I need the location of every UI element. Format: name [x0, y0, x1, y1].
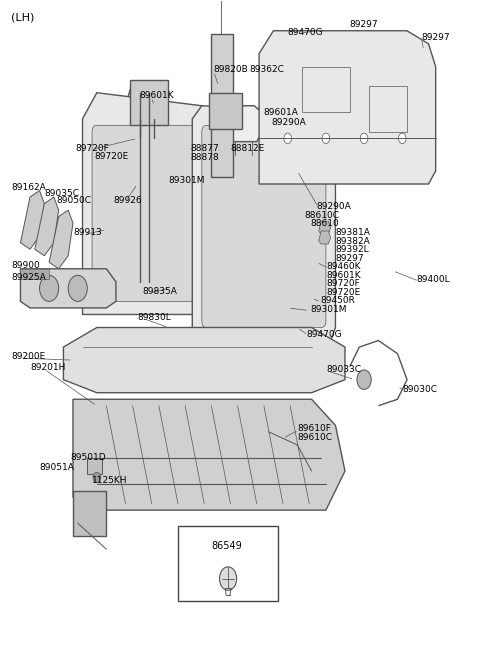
Text: 89460K: 89460K [327, 263, 361, 271]
Polygon shape [319, 221, 331, 234]
Text: 89720E: 89720E [95, 152, 129, 161]
Text: 89301M: 89301M [168, 176, 205, 185]
Text: 89601A: 89601A [264, 108, 299, 117]
Text: 88610: 88610 [311, 219, 339, 229]
Circle shape [398, 133, 406, 143]
Text: 89290A: 89290A [316, 202, 351, 212]
Polygon shape [259, 31, 436, 184]
Bar [302, 67, 350, 112]
Text: 89601K: 89601K [327, 271, 361, 280]
Text: 89035C: 89035C [44, 189, 79, 198]
Text: 88812E: 88812E [230, 143, 264, 153]
Circle shape [219, 567, 237, 590]
Text: 89297: 89297 [421, 33, 450, 42]
Circle shape [284, 133, 291, 143]
Text: 89926: 89926 [114, 196, 142, 205]
Circle shape [93, 472, 101, 483]
Polygon shape [226, 105, 264, 141]
Text: 89720F: 89720F [327, 279, 360, 288]
Text: 89382A: 89382A [336, 237, 370, 246]
Text: 89201H: 89201H [30, 364, 65, 373]
Text: 89297: 89297 [350, 20, 378, 29]
Polygon shape [83, 93, 211, 314]
Text: 89470G: 89470G [288, 28, 324, 37]
Text: (LH): (LH) [11, 12, 34, 23]
Text: 89610C: 89610C [297, 432, 332, 441]
Text: 89392L: 89392L [336, 246, 369, 254]
Text: 89720F: 89720F [75, 143, 109, 153]
Text: 88610C: 88610C [304, 211, 339, 220]
Text: 89030C: 89030C [402, 385, 437, 394]
Bar [87, 458, 102, 474]
Polygon shape [73, 400, 345, 510]
Text: 89610F: 89610F [297, 424, 331, 433]
Text: 89400L: 89400L [417, 275, 450, 284]
Text: 89050C: 89050C [56, 196, 91, 205]
Text: 86549: 86549 [211, 541, 242, 551]
Text: 89301M: 89301M [311, 305, 347, 314]
Text: 89720E: 89720E [327, 288, 361, 297]
Bar [21, 269, 49, 279]
Bar [211, 34, 233, 178]
Text: 89925A: 89925A [11, 272, 46, 282]
Bar [369, 86, 407, 132]
Polygon shape [49, 210, 73, 269]
Text: 89450R: 89450R [320, 296, 355, 305]
Circle shape [39, 275, 59, 301]
Text: 89470G: 89470G [307, 329, 342, 339]
Text: 89830L: 89830L [137, 313, 171, 322]
Text: 1125KH: 1125KH [92, 476, 128, 485]
Circle shape [68, 275, 87, 301]
Text: 89913: 89913 [73, 229, 102, 237]
Text: 88877: 88877 [190, 143, 219, 153]
Text: 89297: 89297 [336, 254, 364, 263]
Circle shape [360, 133, 368, 143]
Polygon shape [125, 83, 168, 119]
Text: 89601K: 89601K [140, 92, 174, 100]
Text: 89835A: 89835A [142, 287, 177, 296]
Bar [73, 491, 107, 536]
Polygon shape [63, 328, 345, 393]
Bar [209, 93, 242, 128]
Text: 89820B: 89820B [214, 66, 249, 75]
Polygon shape [319, 231, 331, 244]
Circle shape [322, 133, 330, 143]
Text: 89033C: 89033C [326, 365, 361, 375]
Polygon shape [21, 191, 44, 250]
Text: 89290A: 89290A [271, 117, 306, 126]
Text: 89362C: 89362C [250, 66, 285, 75]
Circle shape [357, 370, 371, 390]
Text: 88878: 88878 [190, 153, 219, 162]
Text: 89381A: 89381A [336, 229, 370, 237]
Polygon shape [21, 269, 116, 308]
Bar [130, 80, 168, 125]
Text: 89501D: 89501D [71, 453, 106, 462]
Polygon shape [35, 197, 59, 255]
FancyBboxPatch shape [202, 125, 326, 328]
Text: 89900: 89900 [11, 261, 40, 270]
Polygon shape [192, 105, 336, 341]
Text: 89162A: 89162A [11, 183, 46, 192]
Bar [178, 527, 278, 601]
FancyBboxPatch shape [92, 125, 202, 301]
Text: 89200E: 89200E [11, 352, 45, 362]
Text: 89051A: 89051A [39, 463, 74, 472]
